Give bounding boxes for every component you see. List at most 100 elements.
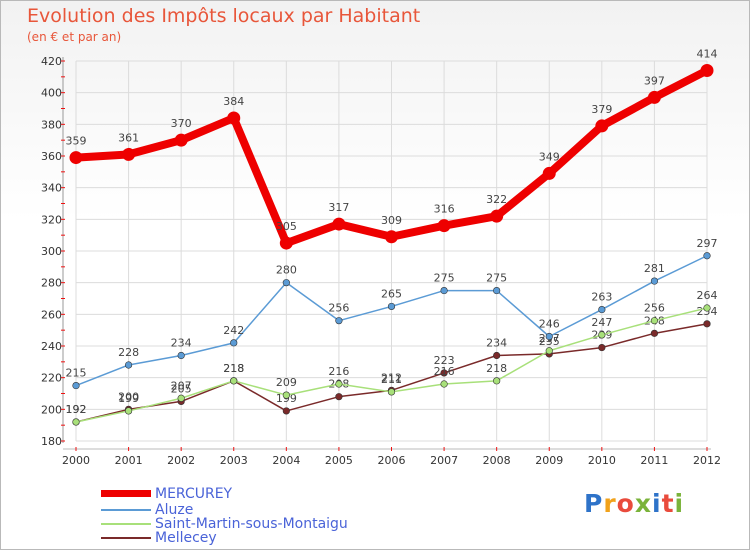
legend-swatch-mercurey [101,490,151,497]
point-mellecey-2005 [335,393,343,401]
data-label-aluze-2000: 215 [66,367,87,380]
data-label-aluze-2004: 280 [276,264,297,277]
data-label-aluze-2005: 256 [328,302,349,315]
data-label-saint-martin-sous-montaigu-2010: 247 [591,316,612,329]
point-mercurey-2011 [647,90,661,104]
data-label-mellecey-2007: 223 [434,354,455,367]
x-tick-label-2009: 2009 [535,454,563,467]
data-label-mercurey-2002: 370 [171,117,192,130]
point-aluze-2007 [440,286,448,295]
data-label-saint-martin-sous-montaigu-2002: 207 [171,379,192,392]
chart-title: Evolution des Impôts locaux par Habitant [27,5,421,27]
x-tick-label-2003: 2003 [220,454,248,467]
y-tick-label-220: 220 [41,372,62,385]
x-tick-label-2010: 2010 [588,454,616,467]
point-mellecey-2011 [650,329,659,337]
y-tick-label-360: 360 [41,150,62,163]
point-mercurey-2009 [542,166,556,180]
data-label-aluze-2002: 234 [171,337,192,350]
point-mercurey-2002 [174,133,188,147]
data-label-aluze-2011: 281 [644,262,665,275]
data-label-saint-martin-sous-montaigu-2012: 264 [697,289,718,302]
data-label-mellecey-2009: 235 [539,335,560,348]
data-label-saint-martin-sous-montaigu-2005: 216 [328,365,349,378]
x-tick-label-2008: 2008 [483,454,511,467]
legend-swatch-aluze [101,508,151,511]
point-mellecey-2012 [703,320,711,328]
data-label-saint-martin-sous-montaigu-2011: 256 [644,302,665,315]
data-label-mercurey-2011: 397 [644,74,665,87]
point-saint-martin-sous-montaigu-2012 [703,304,711,312]
point-mercurey-2003 [227,111,241,125]
point-saint-martin-sous-montaigu-2003 [230,377,238,385]
x-tick-label-2005: 2005 [325,454,353,467]
data-label-aluze-2007: 275 [434,272,455,285]
y-tick-label-320: 320 [41,213,62,226]
point-saint-martin-sous-montaigu-2007 [440,380,448,388]
data-label-aluze-2008: 275 [486,272,507,285]
data-label-saint-martin-sous-montaigu-2007: 216 [434,365,455,378]
data-label-aluze-2001: 228 [118,346,139,359]
y-tick-label-200: 200 [41,403,62,416]
point-saint-martin-sous-montaigu-2008 [493,377,501,385]
point-aluze-2009 [545,332,553,341]
data-label-saint-martin-sous-montaigu-2001: 199 [118,392,139,405]
legend-item-mercurey[interactable]: MERCUREY [101,486,232,502]
data-label-mellecey-2002: 205 [171,382,192,395]
legend-item-aluze[interactable]: Aluze [101,501,194,518]
data-label-saint-martin-sous-montaigu-2000: 192 [66,403,87,416]
x-tick-label-2006: 2006 [378,454,406,467]
point-saint-martin-sous-montaigu-2005 [335,380,343,388]
point-aluze-2006 [387,302,396,311]
x-tick-label-2004: 2004 [272,454,300,467]
point-saint-martin-sous-montaigu-2000 [72,418,80,426]
point-mercurey-2001 [122,147,136,161]
legend-label-mellecey: Mellecey [155,529,217,546]
legend-label-aluze: Aluze [155,501,194,518]
point-aluze-2012 [703,252,711,260]
point-saint-martin-sous-montaigu-2011 [650,317,659,325]
point-aluze-2004 [282,279,290,287]
point-mercurey-2006 [385,230,398,244]
y-tick-label-400: 400 [41,87,62,100]
point-mellecey-2004 [282,407,290,415]
data-label-mellecey-2008: 234 [486,337,507,350]
point-aluze-2003 [230,339,238,347]
point-mercurey-2004 [279,236,293,250]
point-aluze-2000 [72,381,80,390]
point-mellecey-2008 [493,351,501,360]
y-tick-label-420: 420 [41,55,62,68]
data-label-aluze-2006: 265 [381,287,402,300]
legend-item-mellecey[interactable]: Mellecey [101,529,217,546]
point-saint-martin-sous-montaigu-2002 [177,394,185,402]
point-aluze-2001 [124,361,133,369]
point-mellecey-2007 [440,369,448,377]
data-label-mercurey-2003: 384 [223,95,244,108]
data-label-aluze-2003: 242 [223,324,244,337]
point-aluze-2008 [493,286,501,295]
x-tick-label-2001: 2001 [115,454,143,467]
data-label-mellecey-2000: 192 [66,403,87,416]
point-mercurey-2008 [490,209,504,223]
data-label-saint-martin-sous-montaigu-2008: 218 [486,362,507,375]
point-aluze-2010 [598,305,606,314]
data-label-mercurey-2007: 316 [434,203,455,216]
point-saint-martin-sous-montaigu-2004 [282,391,290,399]
x-tick-label-2002: 2002 [167,454,195,467]
x-tick-label-2007: 2007 [430,454,458,467]
chart-subtitle: (en € et par an) [27,30,122,44]
data-label-mellecey-2006: 212 [381,371,402,384]
point-saint-martin-sous-montaigu-2010 [598,331,606,339]
data-label-saint-martin-sous-montaigu-2003: 218 [223,362,244,375]
legend-item-saint-martin[interactable]: Saint-Martin-sous-Montaigu [101,516,348,532]
data-label-mercurey-2004: 305 [276,220,297,233]
y-tick-label-180: 180 [41,435,62,448]
data-label-mercurey-2006: 309 [381,214,402,227]
data-label-mercurey-2005: 317 [328,201,349,214]
data-label-saint-martin-sous-montaigu-2006: 211 [381,373,402,386]
point-mercurey-2005 [332,217,346,231]
y-tick-label-380: 380 [41,118,62,131]
data-label-mercurey-2009: 349 [539,150,560,163]
point-saint-martin-sous-montaigu-2001 [124,407,133,415]
